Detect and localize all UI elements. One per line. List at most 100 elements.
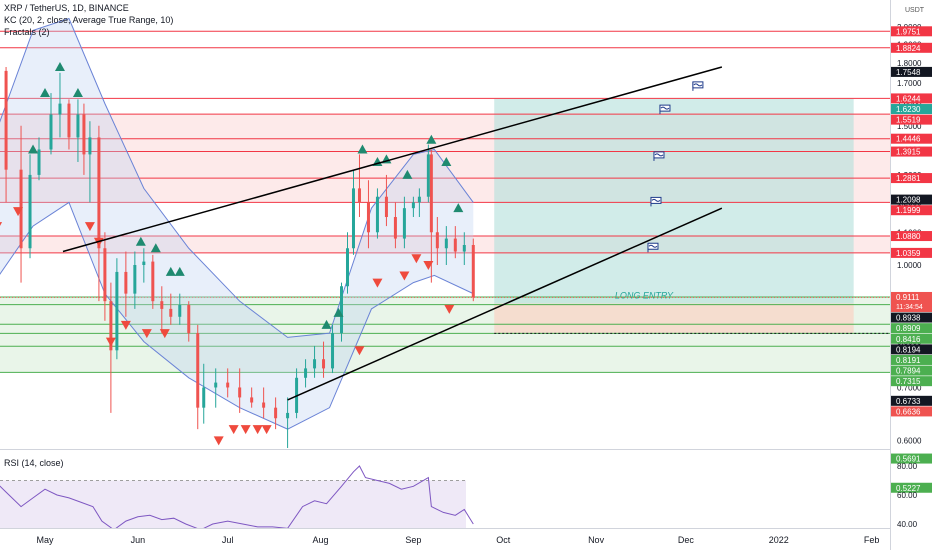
fractal-down-marker [141, 329, 152, 339]
fractal-up-marker [72, 88, 83, 98]
price-label-tag [891, 453, 932, 464]
rsi-legend[interactable]: RSI (14, close) [4, 458, 64, 468]
price-label-tag [891, 376, 932, 387]
candle-body [426, 154, 430, 197]
price-label-tag [891, 104, 932, 115]
fractal-up-marker [174, 266, 185, 276]
candle-body [196, 333, 200, 408]
keltner-legend[interactable]: KC (20, 2, close, Average True Range, 10… [4, 15, 174, 25]
price-label-text: 0.8191 [896, 356, 921, 365]
fractal-down-marker [84, 222, 95, 232]
candle-body [82, 114, 86, 155]
candle-body [250, 397, 254, 403]
fractal-down-marker [105, 337, 116, 347]
candle-body [238, 387, 242, 398]
keltner-upper-band [0, 17, 474, 338]
fractal-up-marker [165, 266, 176, 276]
symbol-title: XRP / TetherUS, 1D, BINANCE [4, 3, 129, 13]
fractal-up-marker [321, 319, 332, 329]
time-tick-label: May [36, 535, 54, 545]
candle-body [417, 196, 421, 203]
fractal-down-marker [13, 207, 24, 217]
fractal-down-marker [354, 346, 365, 356]
candle-body [384, 196, 388, 218]
flag-icon [660, 106, 670, 110]
price-label-tag [891, 66, 932, 77]
candle-body [169, 308, 173, 317]
price-label-tag [891, 205, 932, 216]
fractal-down-marker [261, 425, 272, 435]
fractal-up-marker [28, 144, 39, 154]
fractal-up-marker [40, 88, 50, 98]
fractal-up-marker [357, 144, 368, 154]
candle-body [88, 137, 92, 155]
fractal-down-marker [159, 329, 170, 339]
candle-body [76, 114, 80, 138]
candle-body [366, 202, 370, 233]
price-label-tag [891, 354, 932, 365]
time-tick-label: Jun [131, 535, 146, 545]
candle-body [187, 305, 191, 334]
fractal-up-marker [453, 203, 464, 213]
candle-body [37, 149, 41, 175]
price-label-tag [891, 114, 932, 125]
long-entry-stop-zone [494, 303, 854, 334]
candle-body [286, 412, 290, 419]
candle-body [97, 137, 101, 249]
price-label-text: 0.6636 [896, 407, 921, 416]
fractal-down-marker [444, 304, 455, 314]
price-label-text: 1.1999 [896, 206, 921, 215]
price-label-tag [891, 231, 932, 242]
fractal-down-marker [372, 278, 383, 288]
price-tick-label: 1.7000 [897, 79, 922, 88]
candle-body [58, 103, 62, 115]
price-label-text: 0.5691 [896, 455, 921, 464]
candle-body [178, 305, 182, 317]
fractal-up-marker [333, 307, 344, 317]
fractals-legend[interactable]: Fractals (2) [4, 27, 50, 37]
candle-body [274, 407, 278, 419]
candle-body [49, 114, 53, 150]
rsi-tick-label: 60.00 [897, 491, 918, 500]
candle-body [322, 359, 326, 369]
price-label-text: 1.0359 [896, 249, 921, 258]
price-label-tag [891, 333, 932, 344]
fractal-up-marker [150, 243, 161, 253]
price-label-tag [891, 93, 932, 104]
candle-body [160, 301, 164, 309]
fractal-up-marker [426, 134, 437, 144]
candle-body [375, 196, 379, 233]
price-label-text: 1.8824 [896, 44, 921, 53]
candle-body [313, 359, 317, 369]
fractal-up-marker [135, 236, 146, 246]
price-label-text: 0.7315 [896, 377, 921, 386]
candle-body [262, 402, 266, 408]
price-label-tag [891, 312, 932, 323]
price-label-text: 0.8938 [896, 314, 921, 323]
price-label-text: 1.0880 [896, 232, 921, 241]
fractal-up-marker [402, 169, 413, 179]
fractal-down-marker [252, 425, 263, 435]
candle-body [115, 271, 119, 351]
price-label-tag [891, 406, 932, 417]
price-label-text: 1.5519 [896, 116, 921, 125]
long-entry-target-zone [494, 98, 854, 304]
price-tick-label: 1.5000 [897, 122, 922, 131]
price-label-text: 1.9751 [896, 27, 921, 36]
price-label-tag [891, 323, 932, 334]
candle-body [435, 232, 439, 249]
candle-body [226, 382, 230, 388]
keltner-fill [0, 18, 474, 430]
fractal-up-marker [54, 62, 65, 72]
channel-upper-line [62, 66, 723, 253]
candle-body [393, 217, 397, 239]
price-label-text: 1.2881 [896, 174, 921, 183]
price-label-tag [891, 42, 932, 53]
candle-body [471, 244, 475, 298]
time-tick-label: Aug [313, 535, 329, 545]
flag-icon [648, 244, 658, 248]
price-tick-label: 0.6000 [897, 436, 922, 445]
price-label-text: 0.9111 [896, 293, 920, 302]
